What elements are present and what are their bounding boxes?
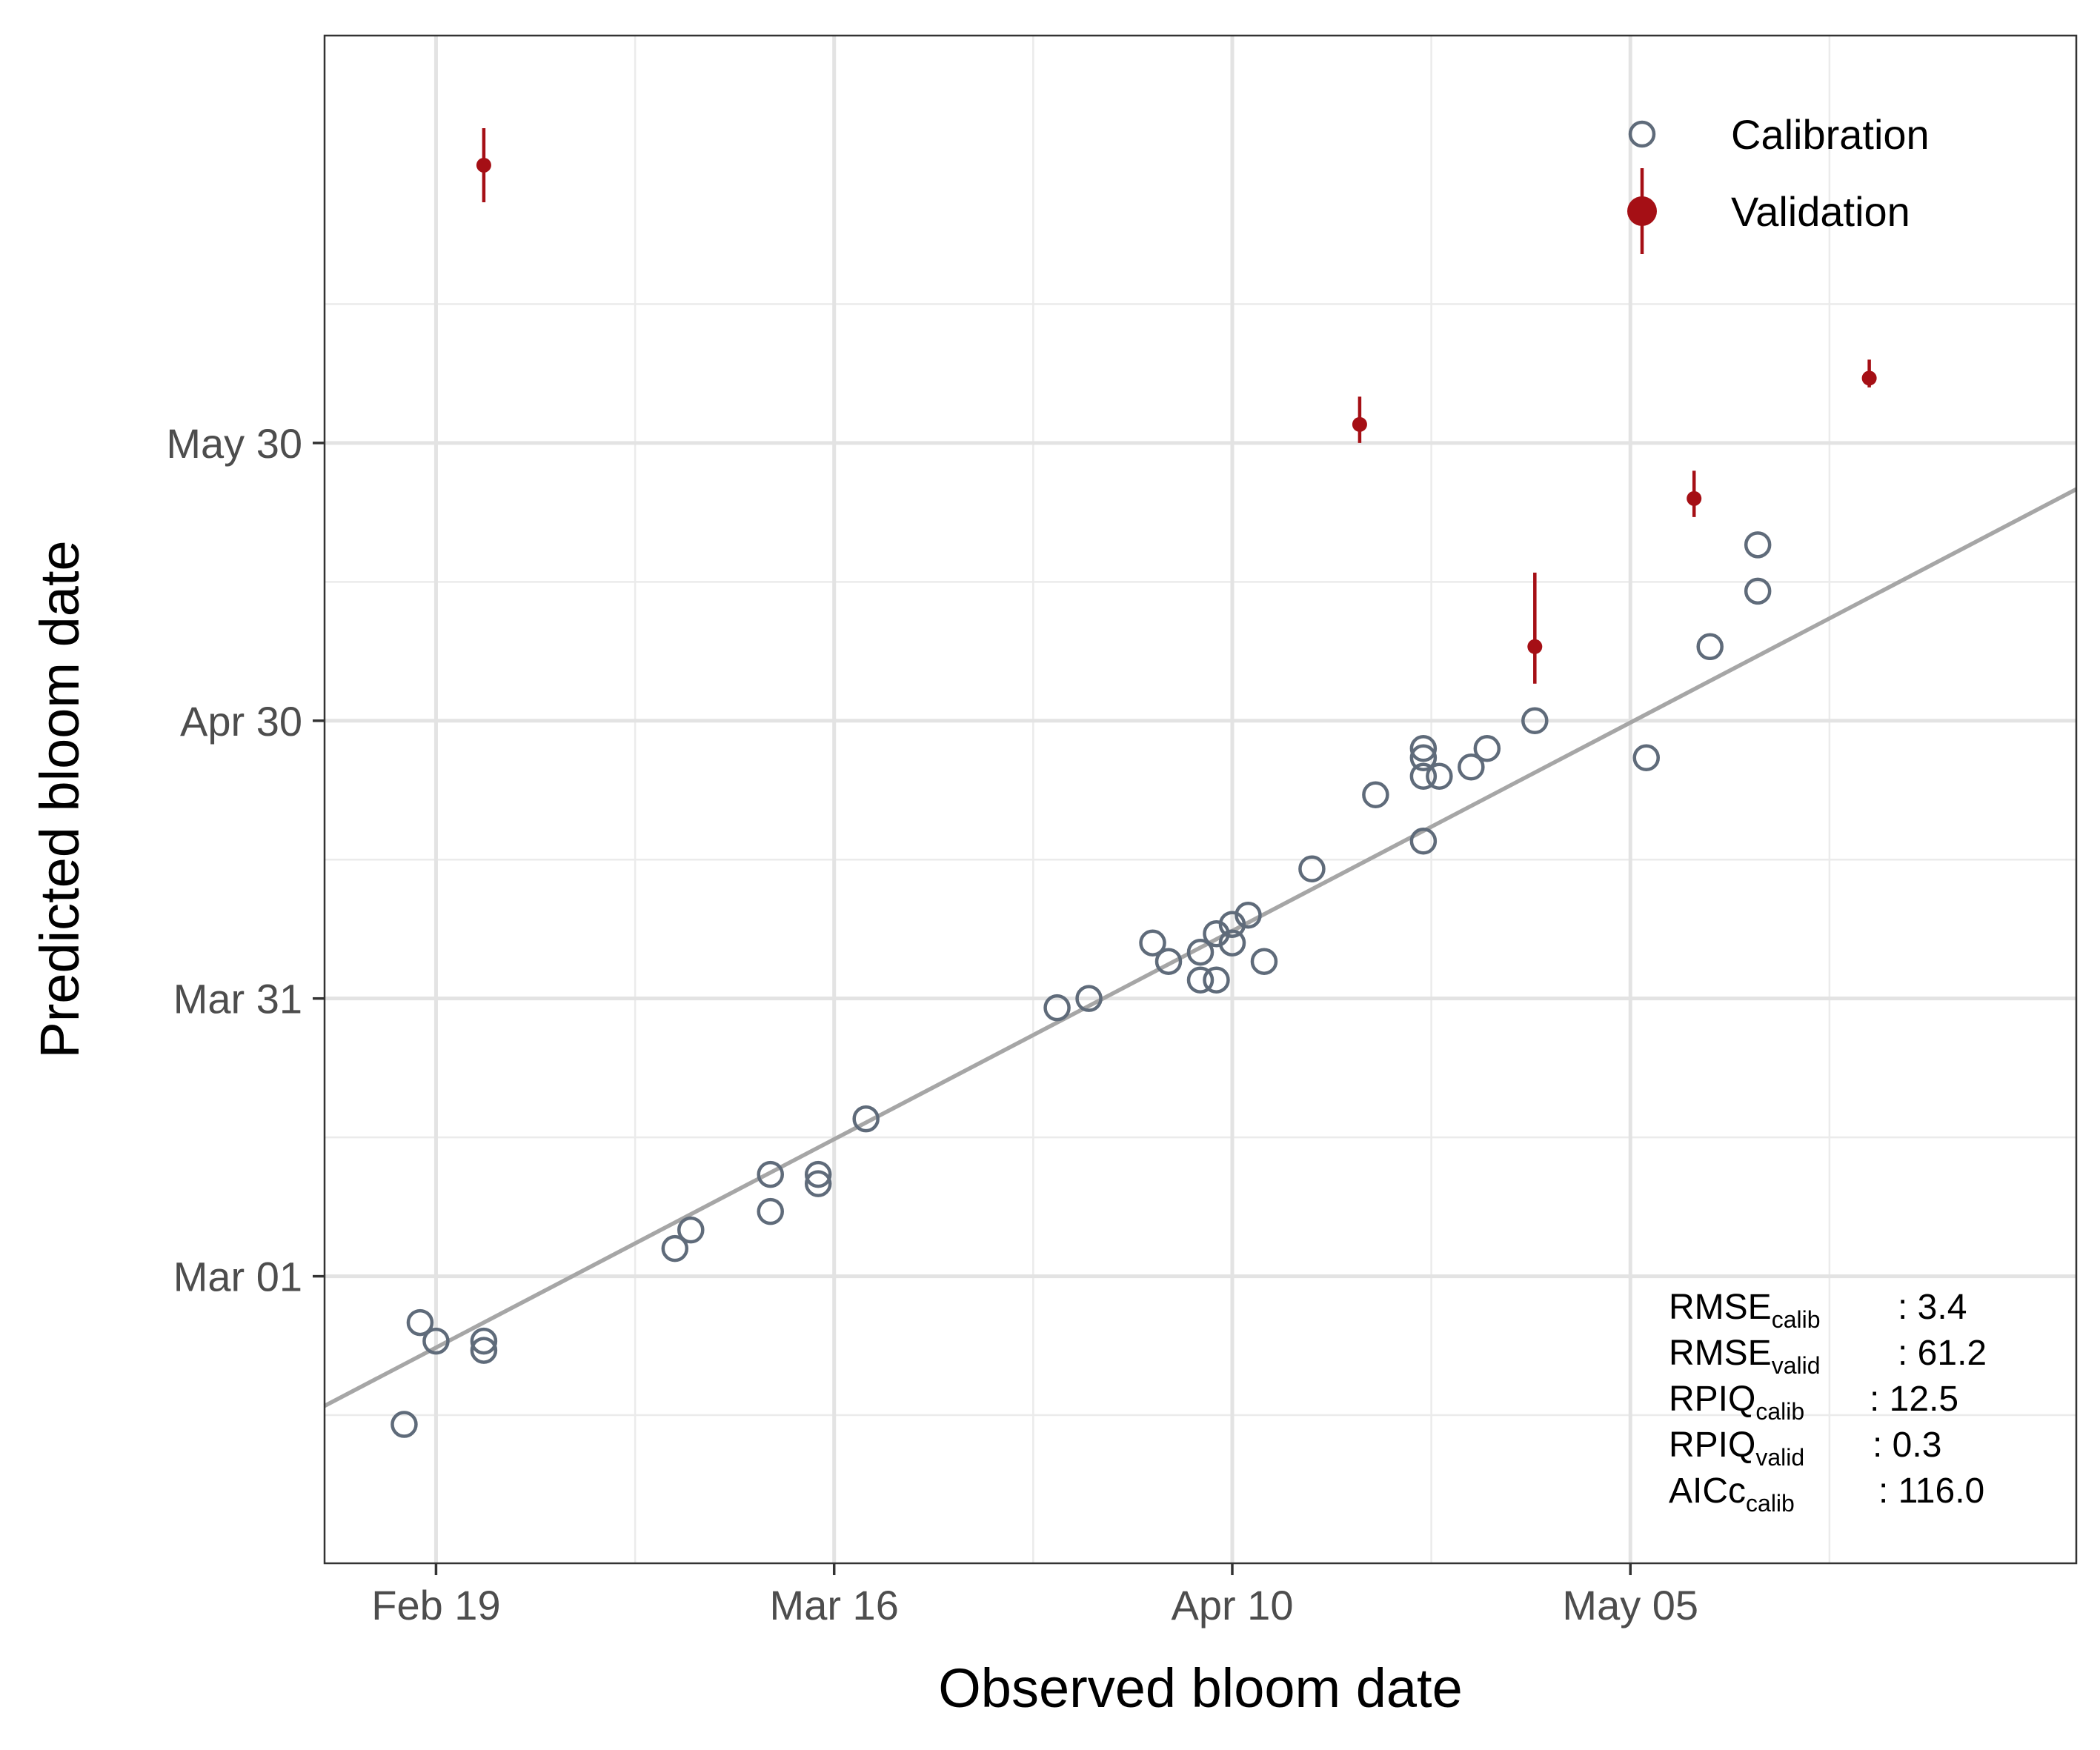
calibration-point: [1186, 938, 1215, 966]
calibration-point: [1744, 531, 1772, 559]
stat-subscript: valid: [1772, 1352, 1821, 1379]
x-tick-label: Mar 16: [770, 1582, 899, 1628]
calibration-point: [1218, 929, 1246, 956]
calibration-point: [1075, 985, 1103, 1012]
stat-value: : 61.2: [1898, 1334, 1987, 1373]
stat-value: : 116.0: [1878, 1471, 1984, 1511]
calibration-point: [1744, 577, 1772, 605]
legend-validation-key: [1627, 196, 1657, 226]
calibration-point: [1203, 966, 1230, 994]
stat-label: RPIQvalid: [1669, 1425, 1804, 1471]
stat-metric: RMSE: [1669, 1288, 1772, 1327]
calibration-point: [757, 1160, 784, 1188]
calibration-point: [1521, 707, 1549, 735]
minor-gridlines: [325, 36, 2076, 1563]
legend-calibration-key: [1628, 120, 1656, 148]
validation-point: [1861, 370, 1877, 386]
y-tick-label: Apr 30: [180, 698, 302, 745]
calibration-point: [1043, 994, 1071, 1022]
y-tick-label: Mar 31: [173, 976, 302, 1022]
calibration-point: [1362, 781, 1389, 809]
calibration-point: [804, 1160, 832, 1188]
stat-metric: RMSE: [1669, 1334, 1772, 1373]
calibration-point: [1139, 929, 1166, 956]
legend-validation-label: Validation: [1731, 188, 1910, 235]
stat-value: : 3.4: [1898, 1288, 1967, 1327]
calibration-point: [1409, 744, 1438, 772]
calibration-point: [1409, 827, 1438, 855]
calibration-point: [406, 1308, 434, 1337]
calibration-point: [1632, 744, 1660, 772]
validation-point: [1527, 639, 1543, 654]
stat-value: : 0.3: [1873, 1425, 1941, 1465]
fit-line-layer: [323, 487, 2078, 1408]
calibration-point: [852, 1105, 880, 1133]
calibration-point: [677, 1216, 705, 1244]
calibration-points: [391, 531, 1772, 1438]
stat-subscript: calib: [1772, 1306, 1821, 1333]
y-axis-ticks: Mar 01 Mar 31 Apr 30 May 30: [166, 420, 325, 1300]
y-axis-title: Predicted bloom date: [29, 540, 90, 1058]
calibration-point: [1409, 735, 1438, 762]
stat-label: RMSEvalid: [1669, 1334, 1821, 1379]
calibration-point: [391, 1411, 418, 1438]
stat-label: RPIQcalib: [1669, 1380, 1804, 1425]
x-axis-ticks: Feb 19 Mar 16 Apr 10 May 05: [371, 1563, 1698, 1628]
calibration-point: [1218, 911, 1246, 938]
calibration-point: [1473, 735, 1501, 762]
stat-subscript: valid: [1755, 1444, 1804, 1471]
stat-metric: RPIQ: [1669, 1380, 1755, 1419]
calibration-point: [470, 1327, 498, 1355]
legend-calibration-label: Calibration: [1731, 111, 1930, 158]
calibration-point: [1186, 966, 1215, 994]
calibration-point: [1250, 948, 1278, 975]
calibration-point: [422, 1327, 450, 1355]
validation-point: [476, 157, 491, 173]
fit-line: [323, 487, 2078, 1408]
calibration-point: [470, 1337, 498, 1364]
calibration-point: [661, 1234, 689, 1262]
plot-border: [323, 34, 2078, 1565]
calibration-point: [1409, 762, 1438, 791]
stat-label: RMSEcalib: [1669, 1288, 1821, 1333]
calibration-point: [1203, 919, 1230, 948]
validation-points: [476, 127, 1877, 684]
y-tick-label: Mar 01: [173, 1254, 302, 1300]
calibration-point: [1298, 855, 1326, 882]
x-tick-label: Apr 10: [1171, 1582, 1293, 1628]
major-gridlines: [325, 36, 2076, 1563]
stat-subscript: calib: [1755, 1398, 1804, 1425]
x-tick-label: May 05: [1562, 1582, 1698, 1628]
stat-label: AICccalib: [1669, 1471, 1795, 1517]
validation-point: [1687, 490, 1702, 506]
stat-metric: RPIQ: [1669, 1425, 1755, 1465]
calibration-point: [1154, 948, 1183, 975]
calibration-point: [804, 1170, 832, 1197]
stat-value: : 12.5: [1870, 1380, 1958, 1419]
y-tick-label: May 30: [166, 420, 302, 467]
calibration-point: [1426, 762, 1453, 791]
calibration-point: [1696, 633, 1724, 661]
validation-point: [1352, 416, 1367, 432]
calibration-point: [1458, 753, 1485, 781]
x-tick-label: Feb 19: [371, 1582, 500, 1628]
x-axis-title: Observed bloom date: [938, 1657, 1463, 1719]
calibration-point: [1235, 901, 1262, 929]
stat-subscript: calib: [1746, 1490, 1795, 1517]
legend: Calibration Validation: [1627, 111, 1930, 254]
calibration-point: [757, 1197, 784, 1225]
plot-panel: [325, 36, 2076, 1563]
stat-metric: AICc: [1669, 1471, 1746, 1511]
